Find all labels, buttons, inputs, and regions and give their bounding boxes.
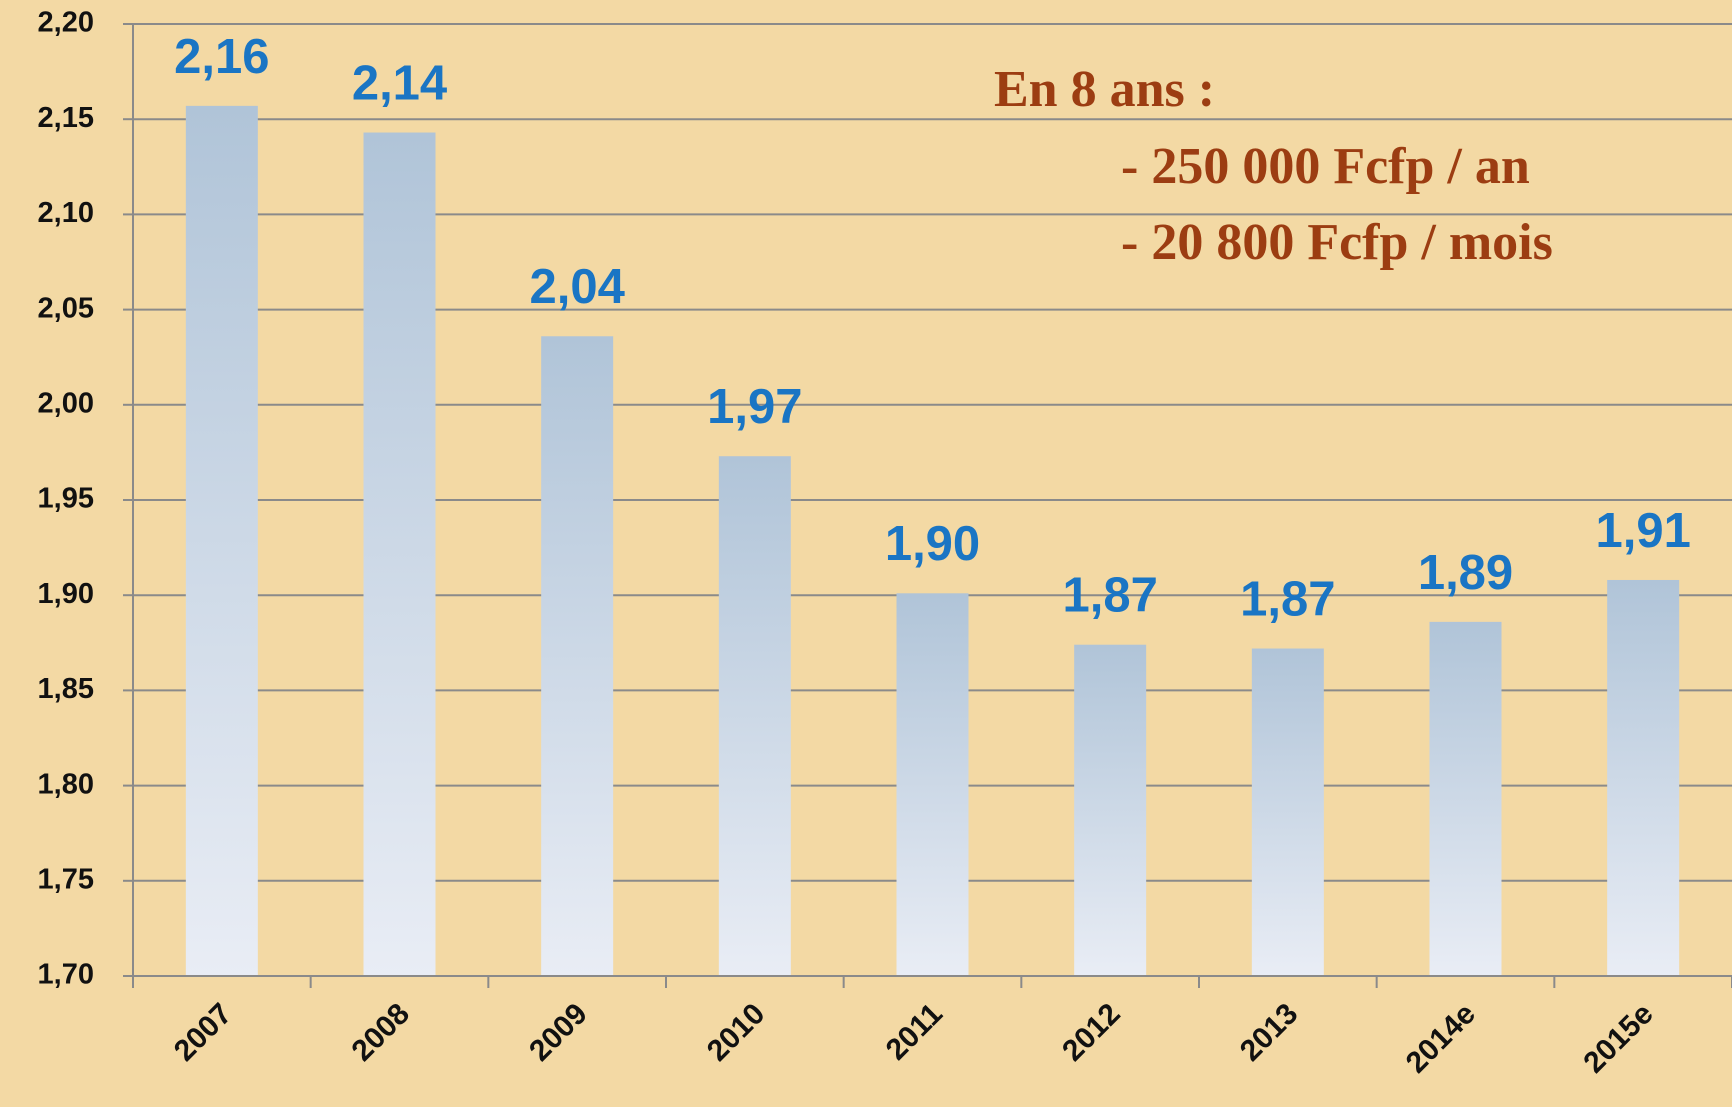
bar — [1607, 579, 1680, 976]
bar — [1074, 644, 1147, 976]
y-tick-label: 1,90 — [38, 578, 94, 610]
value-label: 2,04 — [529, 260, 624, 314]
y-tick-label: 2,20 — [38, 7, 94, 39]
y-tick-label: 1,75 — [38, 863, 94, 895]
y-tick-label: 2,15 — [38, 102, 94, 134]
y-tick-label: 2,00 — [38, 387, 94, 419]
y-tick-label: 1,85 — [38, 673, 94, 705]
y-tick-label: 1,80 — [38, 768, 94, 800]
bar — [1251, 648, 1324, 976]
value-label: 2,14 — [352, 56, 447, 110]
y-tick-label: 2,05 — [38, 292, 94, 324]
value-label: 1,89 — [1418, 546, 1513, 600]
annotation: - 250 000 Fcfp / an — [1121, 138, 1530, 195]
value-label: 1,97 — [707, 380, 802, 434]
value-label: 1,90 — [885, 517, 980, 571]
annotation: En 8 ans : — [994, 61, 1215, 118]
bar — [541, 336, 614, 977]
bar — [363, 132, 436, 976]
y-tick-label: 1,70 — [38, 959, 94, 991]
bar — [185, 105, 258, 976]
bar — [896, 593, 969, 976]
bar — [1429, 621, 1502, 976]
value-label: 1,87 — [1062, 569, 1157, 623]
annotation: - 20 800 Fcfp / mois — [1121, 214, 1553, 271]
value-label: 1,87 — [1240, 572, 1335, 626]
value-label: 1,91 — [1595, 504, 1690, 558]
y-tick-label: 1,95 — [38, 483, 94, 515]
value-label: 2,16 — [174, 30, 269, 84]
y-tick-label: 2,10 — [38, 197, 94, 229]
bar — [718, 456, 791, 976]
